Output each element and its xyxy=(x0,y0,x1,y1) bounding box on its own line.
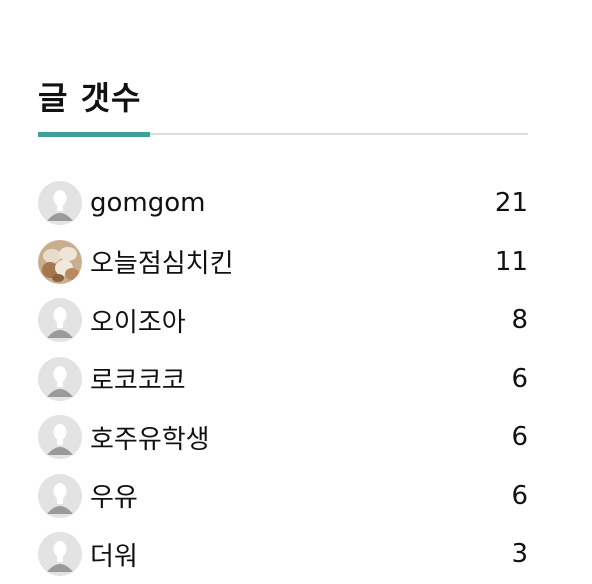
default-avatar-icon[interactable] xyxy=(38,298,82,343)
user-name[interactable]: 로코코코 xyxy=(90,366,186,397)
user-name[interactable]: 더워 xyxy=(90,541,138,572)
list-item[interactable]: 오이조아 8 xyxy=(38,291,528,350)
user-name[interactable]: gomgom xyxy=(90,188,206,219)
list-item[interactable]: 로코코코 6 xyxy=(38,350,528,409)
post-count: 6 xyxy=(511,480,528,511)
widget-title: 글 갯수 xyxy=(38,79,142,117)
post-count: 6 xyxy=(511,363,528,394)
user-name[interactable]: 우유 xyxy=(90,483,138,514)
post-count-widget: 글 갯수 gomgom 21 xyxy=(38,70,528,584)
user-name[interactable]: 오늘점심치킨 xyxy=(90,249,234,280)
user-name[interactable]: 호주유학생 xyxy=(90,424,210,455)
list-item[interactable]: 더워 3 xyxy=(38,525,528,584)
default-avatar-icon[interactable] xyxy=(38,181,82,226)
list-item[interactable]: 오늘점심치킨 11 xyxy=(38,233,528,292)
user-ranking-list: gomgom 21 오늘점심치킨 11 xyxy=(38,174,528,584)
post-count: 8 xyxy=(511,305,528,336)
list-item[interactable]: gomgom 21 xyxy=(38,174,528,233)
list-item[interactable]: 호주유학생 6 xyxy=(38,408,528,467)
post-count: 11 xyxy=(494,246,528,277)
default-avatar-icon[interactable] xyxy=(38,356,82,401)
default-avatar-icon[interactable] xyxy=(38,415,82,460)
title-divider xyxy=(38,132,528,137)
user-photo[interactable] xyxy=(38,239,82,284)
post-count: 21 xyxy=(494,188,528,219)
default-avatar-icon[interactable] xyxy=(38,473,82,518)
list-item[interactable]: 우유 6 xyxy=(38,467,528,526)
title-accent-bar xyxy=(38,132,150,137)
post-count: 6 xyxy=(511,422,528,453)
default-avatar-icon[interactable] xyxy=(38,532,82,577)
user-name[interactable]: 오이조아 xyxy=(90,307,186,338)
post-count: 3 xyxy=(511,539,528,570)
